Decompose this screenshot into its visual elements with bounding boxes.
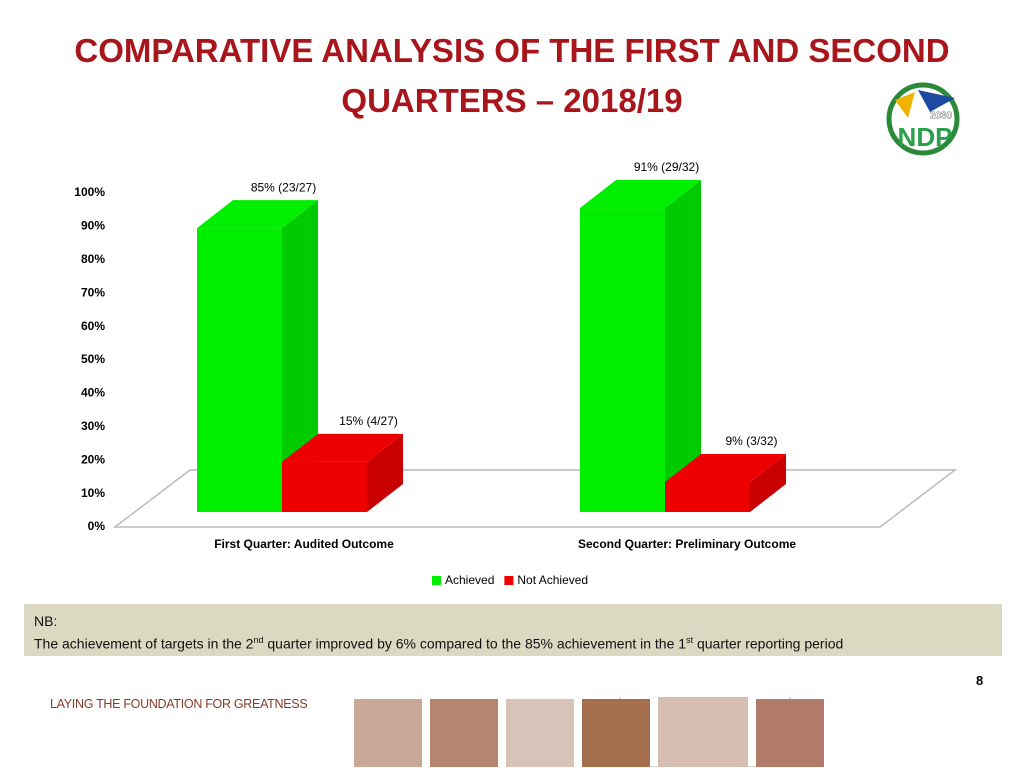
bar-side <box>282 200 318 512</box>
note-heading: NB: <box>34 613 58 629</box>
bar-front <box>197 228 282 512</box>
photo <box>354 699 422 767</box>
chart: 2030 NDP 0% 10% 20% 30% 40% 50% 60% 70% 80% 90% 10… <box>74 82 960 587</box>
bar-top <box>665 453 786 482</box>
note-part: quarter reporting period <box>693 635 844 652</box>
note-text: The achievement of targets in the 2nd qu… <box>34 631 992 654</box>
bar-side <box>367 433 403 512</box>
y-tick-label: 80% <box>81 252 105 266</box>
y-tick-label: 70% <box>81 285 105 299</box>
footer: LAYING THE FOUNDATION FOR GREATNESS <box>50 697 308 711</box>
x-tick-label: Second Quarter: Preliminary Outcome <box>578 537 796 551</box>
bar-side <box>750 453 786 512</box>
slide-title: COMPARATIVE ANALYSIS OF THE FIRST AND SE… <box>0 26 1024 126</box>
note: NB: The achievement of targets in the 2n… <box>24 604 1002 656</box>
y-tick-label: 90% <box>81 219 105 233</box>
y-tick-label: 40% <box>81 386 105 400</box>
photo-strip <box>354 697 824 767</box>
bar-top <box>282 433 403 462</box>
bar <box>282 433 403 512</box>
bar <box>665 453 786 512</box>
title-line: COMPARATIVE ANALYSIS OF THE FIRST AND SE… <box>74 32 950 69</box>
photo <box>756 699 824 767</box>
photo <box>506 699 574 767</box>
y-tick-label: 0% <box>88 519 106 533</box>
value-label: 91% (29/32) <box>634 160 699 174</box>
bar <box>197 200 318 512</box>
bar <box>580 180 701 512</box>
y-tick-label: 30% <box>81 419 105 433</box>
bar-top <box>197 200 318 229</box>
logo: 2030 NDP <box>886 82 960 156</box>
legend-swatch <box>432 576 441 585</box>
note-sup: nd <box>253 635 264 645</box>
y-tick-label: 20% <box>81 452 105 466</box>
bar-front <box>580 208 665 512</box>
value-label: 85% (23/27) <box>251 180 316 194</box>
value-label: 15% (4/27) <box>339 414 398 428</box>
x-tick-label: First Quarter: Audited Outcome <box>214 537 394 551</box>
bar-front <box>282 461 367 512</box>
value-label: 9% (3/32) <box>725 434 777 448</box>
logo-text: NDP <box>898 122 953 152</box>
legend-label: Achieved <box>445 573 494 587</box>
legend-label: Not Achieved <box>517 573 588 587</box>
floor <box>112 469 958 528</box>
note-part: The achievement of targets in the 2 <box>34 635 254 652</box>
logo-year: 2030 <box>930 111 953 122</box>
y-tick-label: 100% <box>74 185 105 199</box>
plot: 0% 10% 20% 30% 40% 50% 60% 70% 80% 90% 100% First Q… <box>74 160 958 587</box>
bar-front <box>665 481 750 512</box>
note-part: quarter improved by 6% compared to the 8… <box>263 635 687 652</box>
note-sup: st <box>686 635 694 645</box>
y-tick-label: 10% <box>81 486 105 500</box>
y-tick-label: 50% <box>81 352 105 366</box>
photo <box>658 697 748 767</box>
photo <box>430 699 498 767</box>
legend-swatch <box>504 576 514 585</box>
page-number: 8 <box>976 673 984 688</box>
title-line: QUARTERS – 2018/19 <box>341 82 683 119</box>
bar-side <box>665 180 701 512</box>
photo <box>582 699 650 767</box>
bar-top <box>580 180 701 209</box>
y-tick-label: 60% <box>81 319 105 333</box>
